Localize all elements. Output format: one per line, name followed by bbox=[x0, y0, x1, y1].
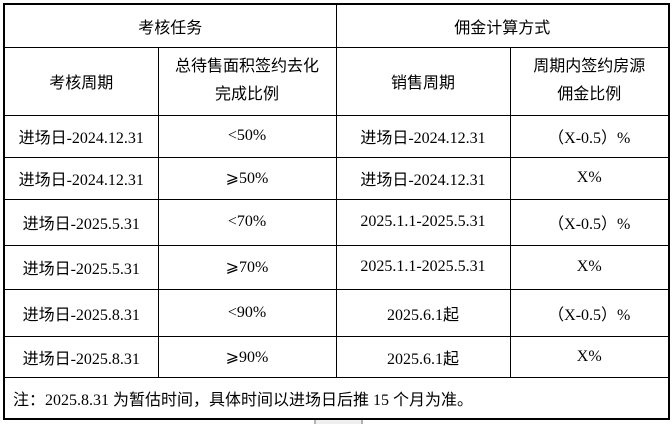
cell-completion-ratio: <70% bbox=[157, 198, 337, 246]
header-commission-rate: 周期内签约房源 佣金比例 bbox=[509, 46, 670, 116]
cell-completion-ratio: <90% bbox=[157, 288, 337, 337]
cell-completion-ratio: ⩾70% bbox=[157, 244, 337, 290]
header-commission-group: 佣金计算方式 bbox=[335, 3, 670, 48]
header-commission-rate-line2: 佣金比例 bbox=[557, 86, 622, 103]
assessment-commission-table: 考核任务 佣金计算方式 考核周期 总待售面积签约去化 完成比例 销售周期 周期内… bbox=[3, 3, 670, 420]
header-completion-ratio: 总待售面积签约去化 完成比例 bbox=[157, 46, 337, 116]
cell-assessment-period: 进场日-2024.12.31 bbox=[3, 156, 159, 200]
cell-assessment-period: 进场日-2025.5.31 bbox=[3, 244, 159, 290]
cell-assessment-period: 进场日-2024.12.31 bbox=[3, 114, 159, 158]
table-row: 进场日-2025.5.31 <70% 2025.1.1-2025.5.31 （X… bbox=[3, 198, 670, 246]
header-group-row: 考核任务 佣金计算方式 bbox=[3, 3, 670, 48]
header-commission-rate-line1: 周期内签约房源 bbox=[533, 58, 646, 75]
cell-sales-period: 2025.1.1-2025.5.31 bbox=[335, 244, 511, 290]
cell-assessment-period: 进场日-2025.8.31 bbox=[3, 288, 159, 337]
cell-sales-period: 2025.6.1起 bbox=[335, 335, 511, 378]
cell-commission-rate: （X-0.5）% bbox=[509, 198, 670, 246]
header-completion-ratio-line2: 完成比例 bbox=[214, 86, 279, 103]
cell-sales-period: 2025.6.1起 bbox=[335, 288, 511, 337]
header-column-row: 考核周期 总待售面积签约去化 完成比例 销售周期 周期内签约房源 佣金比例 bbox=[3, 46, 670, 116]
cell-completion-ratio: ⩾50% bbox=[157, 156, 337, 200]
table-row: 进场日-2025.5.31 ⩾70% 2025.1.1-2025.5.31 X% bbox=[3, 244, 670, 290]
cell-sales-period: 进场日-2024.12.31 bbox=[335, 156, 511, 200]
cell-completion-ratio: <50% bbox=[157, 114, 337, 158]
table-row: 进场日-2024.12.31 ⩾50% 进场日-2024.12.31 X% bbox=[3, 156, 670, 200]
cell-commission-rate: （X-0.5）% bbox=[509, 114, 670, 158]
header-task-group: 考核任务 bbox=[3, 3, 337, 48]
table-row: 进场日-2025.8.31 <90% 2025.6.1起 （X-0.5）% bbox=[3, 288, 670, 337]
cell-sales-period: 进场日-2024.12.31 bbox=[335, 114, 511, 158]
cell-commission-rate: X% bbox=[509, 244, 670, 290]
table-row: 进场日-2024.12.31 <50% 进场日-2024.12.31 （X-0.… bbox=[3, 114, 670, 158]
footnote: 注：2025.8.31 为暂估时间，具体时间以进场日后推 15 个月为准。 bbox=[3, 376, 670, 420]
cell-commission-rate: X% bbox=[509, 156, 670, 200]
table-row: 进场日-2025.8.31 ⩾90% 2025.6.1起 X% bbox=[3, 335, 670, 378]
cell-commission-rate: X% bbox=[509, 335, 670, 378]
cell-commission-rate: （X-0.5）% bbox=[509, 288, 670, 337]
header-completion-ratio-line1: 总待售面积签约去化 bbox=[174, 58, 319, 75]
cell-assessment-period: 进场日-2025.5.31 bbox=[3, 198, 159, 246]
footnote-row: 注：2025.8.31 为暂估时间，具体时间以进场日后推 15 个月为准。 bbox=[3, 376, 670, 420]
cell-sales-period: 2025.1.1-2025.5.31 bbox=[335, 198, 511, 246]
header-assessment-period: 考核周期 bbox=[3, 46, 159, 116]
cell-completion-ratio: ⩾90% bbox=[157, 335, 337, 378]
cell-assessment-period: 进场日-2025.8.31 bbox=[3, 335, 159, 378]
header-sales-period: 销售周期 bbox=[335, 46, 511, 116]
horizontal-scrollbar-thumb[interactable] bbox=[314, 420, 363, 424]
